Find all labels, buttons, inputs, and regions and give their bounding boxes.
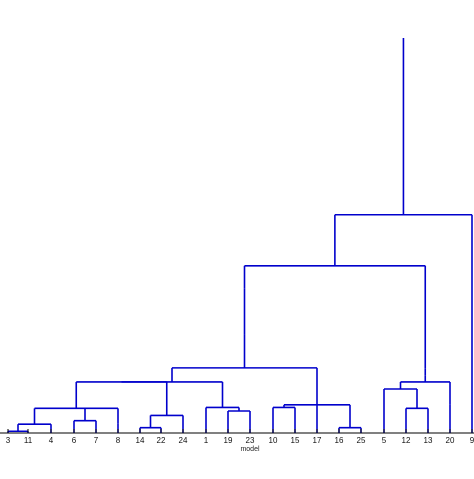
x-axis-label: model <box>240 446 260 453</box>
x-tick-label: 5 <box>382 436 387 445</box>
x-tick-label: 20 <box>446 436 455 445</box>
x-ticks <box>7 429 473 433</box>
x-tick-label: 22 <box>157 436 166 445</box>
x-tick-label: 1 <box>204 436 209 445</box>
x-tick-label: 3 <box>6 436 11 445</box>
x-tick-label: 9 <box>470 436 474 445</box>
x-tick-label: 16 <box>335 436 344 445</box>
x-tick-label: 8 <box>116 436 121 445</box>
x-tick-label: 7 <box>94 436 99 445</box>
x-tick-label: 17 <box>313 436 322 445</box>
x-tick-label: 6 <box>72 436 77 445</box>
dendrogram-links <box>7 38 473 433</box>
x-tick-label: 19 <box>224 436 233 445</box>
x-tick-label: 13 <box>424 436 433 445</box>
x-tick-labels: 3 11 4 6 7 8 14 22 24 1 19 23 10 15 17 16 25 5 12 13 20 9 <box>6 436 474 445</box>
x-tick-label: 15 <box>291 436 300 445</box>
x-tick-label: 4 <box>49 436 54 445</box>
x-tick-label: 10 <box>269 436 278 445</box>
x-tick-label: 24 <box>179 436 188 445</box>
x-tick-label: 23 <box>246 436 255 445</box>
x-tick-label: 14 <box>136 436 145 445</box>
x-tick-label: 25 <box>357 436 366 445</box>
x-tick-label: 11 <box>24 436 33 445</box>
x-tick-label: 12 <box>402 436 411 445</box>
